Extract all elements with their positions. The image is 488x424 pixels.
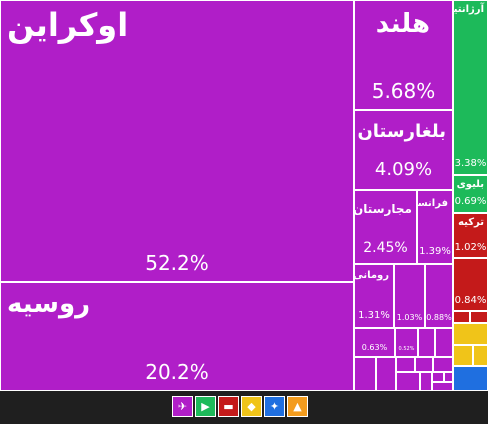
treemap-tile[interactable]: آرژانتین 3.38%: [453, 0, 488, 175]
tile-value: 0.69%: [454, 196, 487, 207]
europe-icon[interactable]: ✈: [172, 396, 193, 417]
legend-glyph: ▬: [223, 400, 234, 413]
treemap-tile[interactable]: 0.88%: [425, 264, 453, 328]
tile-label: مجارستان: [354, 202, 412, 216]
tile-label: آرژانتین: [453, 4, 484, 15]
tile-label: روسیه: [7, 289, 91, 319]
treemap-tile-small[interactable]: [354, 357, 376, 391]
treemap-tile[interactable]: اوکراین 52.2%: [0, 0, 354, 282]
tile-label: فرانسه: [417, 198, 448, 209]
treemap-tile-small[interactable]: [444, 372, 453, 382]
treemap-tile-small[interactable]: [453, 345, 473, 366]
legend-glyph: ▲: [293, 400, 302, 413]
tile-label: اوکراین: [7, 6, 129, 44]
tile-value: 1.39%: [419, 246, 451, 257]
treemap-tile-small[interactable]: [453, 311, 470, 323]
north-america-icon[interactable]: ✦: [264, 396, 285, 417]
treemap: اوکراین 52.2% روسیه 20.2% هلند 5.68% بلغارستان…: [0, 0, 488, 391]
treemap-tile-small[interactable]: [453, 323, 488, 345]
treemap-tile-small[interactable]: [396, 357, 415, 372]
tile-value: 4.09%: [374, 159, 433, 180]
tile-label: هلند: [375, 9, 430, 39]
tile-label: رومانی: [354, 270, 389, 281]
legend-bar: ✈ ▶ ▬ ◆ ✦ ▲: [0, 391, 488, 424]
tile-label: بلیوی: [456, 179, 484, 190]
legend-glyph: ▶: [201, 400, 210, 413]
treemap-tile[interactable]: مجارستان 2.45%: [354, 190, 417, 264]
treemap-tile[interactable]: ترکیه 1.02%: [453, 213, 488, 258]
treemap-tile[interactable]: 1.03%: [394, 264, 425, 328]
tile-value: 1.02%: [454, 242, 487, 253]
legend: ✈ ▶ ▬ ◆ ✦ ▲: [172, 396, 308, 418]
tile-value: 0.84%: [454, 295, 487, 306]
tile-value: 20.2%: [145, 360, 209, 384]
treemap-tile-small[interactable]: [433, 357, 453, 372]
treemap-tile[interactable]: بلیوی 0.69%: [453, 175, 488, 213]
africa-icon[interactable]: ◆: [241, 396, 262, 417]
legend-glyph: ✦: [269, 400, 280, 413]
tile-value: 0.63%: [361, 343, 388, 352]
legend-glyph: ✈: [177, 400, 188, 413]
treemap-tile[interactable]: بلغارستان 4.09%: [354, 110, 453, 190]
tile-value: 0.52%: [398, 346, 415, 352]
treemap-tile-small[interactable]: [418, 328, 435, 357]
treemap-tile[interactable]: 0.84%: [453, 258, 488, 311]
south-america-icon[interactable]: ▶: [195, 396, 216, 417]
treemap-tile-small[interactable]: [415, 357, 433, 372]
treemap-tile-small[interactable]: [470, 311, 488, 323]
tile-value: 0.88%: [426, 313, 452, 322]
tile-value: 2.45%: [363, 240, 408, 256]
treemap-tile-small[interactable]: [376, 357, 396, 391]
treemap-tile-small[interactable]: [396, 372, 420, 391]
treemap-tile[interactable]: 0.63%: [354, 328, 395, 357]
treemap-tile-small[interactable]: [435, 328, 453, 357]
treemap-tile-small[interactable]: [432, 372, 444, 382]
treemap-tile-small[interactable]: [453, 366, 488, 391]
treemap-tile-small[interactable]: [432, 382, 453, 391]
tile-value: 52.2%: [145, 251, 209, 275]
legend-glyph: ◆: [247, 400, 256, 413]
tile-value: 3.38%: [454, 158, 487, 169]
treemap-tile[interactable]: روسیه 20.2%: [0, 282, 354, 391]
oceania-icon[interactable]: ▲: [287, 396, 308, 417]
treemap-tile[interactable]: فرانسه 1.39%: [417, 190, 453, 264]
tile-value: 5.68%: [371, 79, 436, 103]
treemap-tile[interactable]: 0.52%: [395, 328, 418, 357]
tile-value: 1.31%: [358, 310, 390, 321]
treemap-tile[interactable]: هلند 5.68%: [354, 0, 453, 110]
tile-label: ترکیه: [458, 217, 484, 228]
tile-value: 1.03%: [396, 313, 423, 322]
treemap-tile-small[interactable]: [473, 345, 488, 366]
treemap-tile-small[interactable]: [420, 372, 432, 391]
asia-icon[interactable]: ▬: [218, 396, 239, 417]
tile-label: بلغارستان: [357, 121, 446, 142]
treemap-tile[interactable]: رومانی 1.31%: [354, 264, 394, 328]
